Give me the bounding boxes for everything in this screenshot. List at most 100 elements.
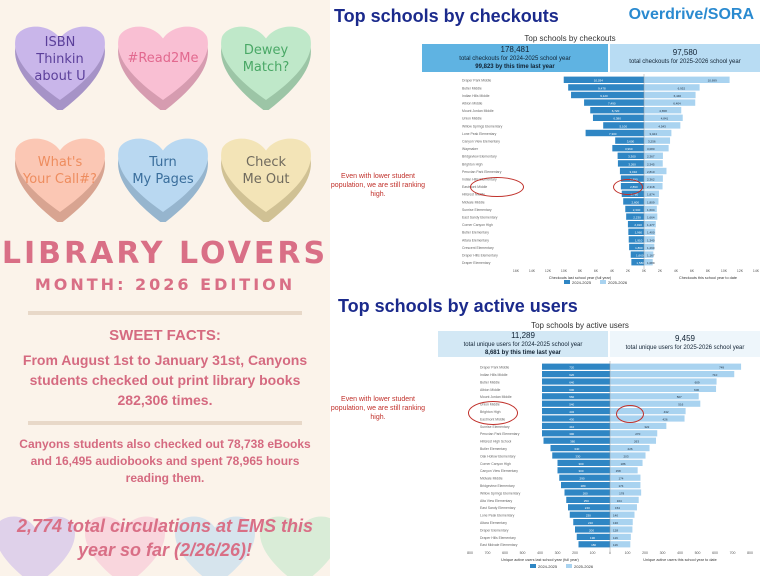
value-label-2025-2026: 128 (613, 528, 618, 532)
value-label-2024-2025: 640 (569, 380, 574, 384)
value-label-2024-2025: 9,120 (600, 94, 608, 98)
category-label: Draper Elementary (480, 528, 509, 532)
tick-label-right: 300 (660, 551, 666, 555)
value-label-2024-2025: 3,300 (628, 155, 636, 159)
facts-heading: SWEET FACTS: (109, 327, 221, 344)
legend-label-2024-2025: 2024-2025 (572, 280, 592, 285)
category-label: Midvale Middle (480, 477, 503, 481)
bar-2024-2025 (542, 408, 610, 415)
category-label: Canyon View Elementary (462, 140, 500, 144)
value-label-2025-2026: 4,658 (659, 109, 667, 113)
value-label-2024-2025: 10,034 (594, 79, 604, 83)
category-label: Butler Elementary (462, 231, 489, 235)
value-label-2024-2025: 280 (581, 484, 586, 488)
users-heading: Top schools by active users (338, 296, 578, 316)
bar-2024-2025 (625, 205, 644, 213)
category-label: Midvale Middle (462, 200, 485, 204)
bar-2024-2025 (629, 243, 644, 251)
bar-2024-2025 (542, 371, 610, 378)
value-label-2024-2025: 3,010 (630, 170, 638, 174)
heart-shape (221, 26, 311, 110)
decorative-heart-shape (260, 516, 330, 576)
tick-label-right: 4K (674, 269, 679, 273)
value-label-2025-2026: 4,543 (658, 124, 666, 128)
tick-label-right: 700 (730, 551, 736, 555)
value-label-2024-2025: 3,960 (625, 147, 633, 151)
bar-2025-2026 (644, 221, 656, 228)
tick-label-left: 0 (609, 551, 611, 555)
category-label: Altara Elementary (462, 238, 489, 242)
tick-label-left: 12K (545, 269, 552, 273)
category-label: East Midvale Elementary (480, 543, 518, 547)
bar-2024-2025 (578, 541, 610, 548)
value-label-2024-2025: 6,380 (613, 117, 621, 121)
category-label: Peruvian Park Elementary (480, 432, 520, 436)
bar-2024-2025 (542, 430, 610, 437)
bar-2025-2026 (644, 137, 671, 144)
poster-panel: ISBN Thinkin about U #Read2Me Dewey Match? Wha… (0, 0, 330, 576)
bar-2024-2025 (563, 76, 644, 83)
bar-2025-2026 (644, 228, 656, 235)
bar-2025-2026 (644, 183, 663, 190)
category-label: Lone Peak Elementary (462, 132, 497, 136)
heart-label: Check Me Out (242, 155, 290, 187)
bar-2024-2025 (542, 385, 610, 392)
value-label-2024-2025: 410 (569, 425, 574, 429)
category-label: Willow Springs Elementary (480, 491, 521, 495)
value-label-2024-2025: 3,260 (628, 162, 636, 166)
category-label: Hillcrest Middle (462, 193, 485, 197)
bar-2024-2025 (542, 415, 610, 422)
tick-label-left: 2K (626, 269, 631, 273)
fact-print-books: From August 1st to January 31st, Canyons… (22, 352, 308, 408)
bar-2024-2025 (559, 474, 610, 481)
value-label-2025-2026: 130 (613, 521, 618, 525)
bar-2024-2025 (542, 393, 610, 400)
stats-panel: Top schools by checkouts Overdrive/SORA … (330, 0, 768, 576)
bar-2025-2026 (644, 259, 653, 266)
tick-label-left: 100 (590, 551, 596, 555)
chart2-summary-right: 9,459 total unique users for 2025-2026 s… (610, 331, 760, 357)
chart2-summary-left-sub1: total unique users for 2024-2025 school … (463, 342, 583, 348)
value-label-2024-2025: 9,478 (598, 86, 606, 90)
bar-2024-2025 (628, 228, 644, 235)
tick-label-left: 6K (594, 269, 599, 273)
value-label-2025-2026: 609 (695, 380, 700, 384)
heart-label: Dewey Match? (242, 43, 290, 75)
bar-2024-2025 (603, 122, 644, 129)
value-label-2024-2025: 330 (575, 454, 580, 458)
bar-2025-2026 (644, 107, 682, 114)
bar-2025-2026 (644, 236, 655, 243)
candy-heart: ISBN Thinkin about U (10, 20, 110, 110)
heart-face (118, 26, 208, 101)
value-label-2025-2026: 322 (644, 425, 649, 429)
value-label-2024-2025: 290 (580, 477, 585, 481)
heart-face (15, 138, 105, 212)
bar-2024-2025 (571, 91, 644, 99)
bar-2025-2026 (610, 408, 686, 415)
category-label: Indian Hills Middle (462, 94, 490, 98)
tick-label-left: 500 (520, 551, 526, 555)
candy-heart: Check Me Out (216, 132, 316, 222)
legend-swatch-2025-2026 (600, 280, 606, 284)
tick-label-right: 800 (747, 551, 753, 555)
bar-2025-2026 (644, 152, 663, 159)
value-label-2024-2025: 300 (579, 462, 584, 466)
candy-heart: Dewey Match? (216, 20, 316, 110)
value-label-2024-2025: 720 (569, 366, 574, 370)
tick-label-right: 6K (690, 269, 695, 273)
tick-label-right: 2K (658, 269, 663, 273)
category-label: Draper Park Middle (462, 79, 491, 83)
value-label-2025-2026: 10,699 (708, 79, 718, 83)
value-label-2025-2026: 3,424 (649, 132, 657, 136)
chart1-highlight-ring-value (613, 179, 643, 195)
poster-subtitle: MONTH: 2026 EDITION (34, 275, 296, 294)
value-label-2025-2026: 263 (634, 440, 639, 444)
value-label-2025-2026: 1,477 (647, 223, 655, 227)
legend-label-2024-2025: 2024-2025 (538, 564, 558, 569)
category-label: Mount Jordan Middle (480, 395, 512, 399)
tick-label-right: 12K (737, 269, 744, 273)
category-label: Waymaker (462, 147, 479, 151)
chart1-summary-right-value: 97,580 (672, 48, 698, 57)
bar-2024-2025 (623, 198, 644, 205)
chart1-summary-left-sub2: 99,823 by this time last year (475, 64, 555, 70)
